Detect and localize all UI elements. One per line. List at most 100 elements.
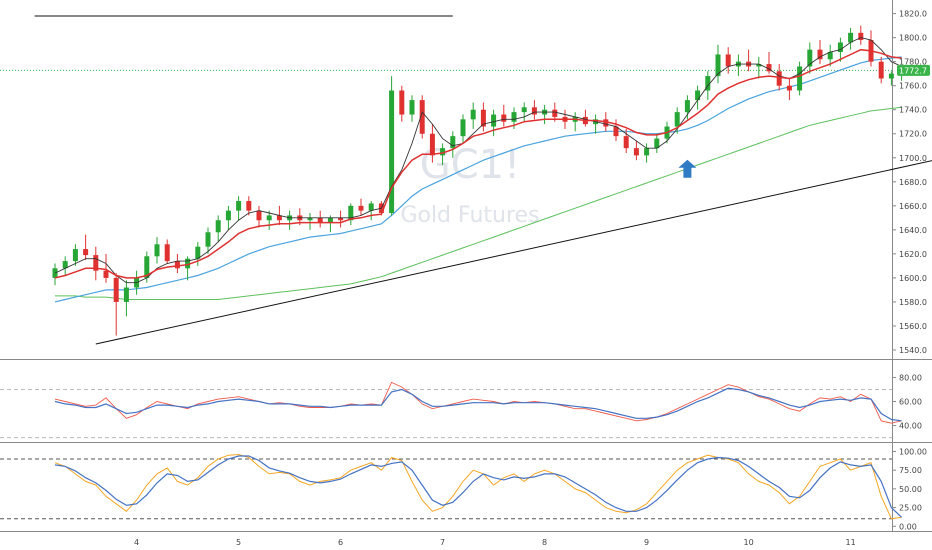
candle-body <box>858 32 864 41</box>
price-panel <box>0 15 932 345</box>
ema-fast-line <box>54 48 902 279</box>
watermark-name: Gold Futures <box>400 203 539 228</box>
candle-body <box>154 244 160 257</box>
arrow-up-icon <box>678 159 697 178</box>
price-tick-label: 1700.0 <box>899 154 927 163</box>
candle-body <box>327 217 333 223</box>
candle-body <box>480 109 486 127</box>
candle-body <box>531 107 537 115</box>
price-tick-label: 1660.0 <box>899 202 927 211</box>
price-tick-label: 1640.0 <box>899 226 927 235</box>
watermark-symbol: GC1! <box>420 142 520 188</box>
candle-body <box>419 100 425 134</box>
price-tick-label: 1800.0 <box>899 34 927 43</box>
stochastic-panel <box>0 453 903 520</box>
candle-body <box>215 220 221 233</box>
candle-body <box>338 217 344 221</box>
candle-body <box>236 201 242 211</box>
candle-body <box>93 255 99 271</box>
candle-body <box>266 215 272 221</box>
candle-body <box>766 64 772 72</box>
trendline <box>95 160 932 345</box>
price-tick-label: 1540.0 <box>899 346 927 355</box>
candle-body <box>552 109 558 117</box>
time-tick-label: 8 <box>542 538 547 547</box>
price-tick-label: 1820.0 <box>899 10 927 19</box>
candle-body <box>205 232 211 247</box>
rsi-average-line <box>54 387 902 422</box>
candle-body <box>348 205 354 221</box>
candle-body <box>460 119 466 137</box>
candle-body <box>317 217 323 223</box>
candle-body <box>644 148 650 156</box>
candle-body <box>113 277 119 302</box>
time-tick-label: 10 <box>744 538 754 547</box>
candle-body <box>429 133 435 156</box>
candle-body <box>195 246 201 259</box>
candle-body <box>358 205 364 211</box>
stoch-tick-label: 50.00 <box>899 485 922 494</box>
time-tick-label: 6 <box>338 538 343 547</box>
candle-body <box>613 126 619 137</box>
candle-body <box>470 109 476 120</box>
price-tick-label: 1580.0 <box>899 298 927 307</box>
time-tick-label: 5 <box>236 538 241 547</box>
axis-labels: 1820.0 1800.0 1780.0 1760.0 1740.0 1720.0 1700… <box>134 10 927 547</box>
candle-body <box>409 100 415 115</box>
time-tick-label: 9 <box>644 538 649 547</box>
candle-body <box>174 261 180 269</box>
candle-body <box>225 210 231 221</box>
ema-mid-line <box>54 56 902 303</box>
grid-layer <box>0 0 932 532</box>
candle-body <box>797 66 803 91</box>
candle-body <box>501 114 507 122</box>
rsi-panel <box>0 381 902 439</box>
time-tick-label: 11 <box>846 538 856 547</box>
candle-body <box>399 90 405 115</box>
price-tag-value: 1772.7 <box>899 66 927 75</box>
candle-body <box>695 90 701 101</box>
candle-body <box>521 107 527 113</box>
candle-body <box>674 112 680 127</box>
candle-body <box>246 201 252 211</box>
stoch-tick-label: 100.00 <box>899 447 927 456</box>
price-tick-label: 1560.0 <box>899 322 927 331</box>
candle-body <box>623 136 629 149</box>
candle-body <box>827 52 833 60</box>
candle-body <box>164 244 170 262</box>
candle-body <box>786 85 792 91</box>
ema-slow-line <box>55 106 902 300</box>
price-tick-label: 1740.0 <box>899 106 927 115</box>
candle-body <box>103 270 109 278</box>
candle-body <box>144 256 150 278</box>
candle-body <box>491 114 497 127</box>
sma-short-line <box>54 37 902 284</box>
rsi-tick-label: 60.00 <box>899 398 922 407</box>
candle-body <box>256 210 262 221</box>
candle-body <box>450 136 456 149</box>
price-tick-label: 1760.0 <box>899 82 927 91</box>
price-tag: 1772.7 <box>897 64 930 76</box>
candle-body <box>705 76 711 91</box>
candle-body <box>307 217 313 221</box>
stoch-tick-label: 25.00 <box>899 504 922 513</box>
candle-body <box>62 261 68 269</box>
candle-body <box>776 71 782 86</box>
candle-body <box>837 42 843 53</box>
candle-body <box>52 268 58 278</box>
rsi-tick-label: 40.00 <box>899 422 922 431</box>
candle-body <box>878 61 884 79</box>
candle-body <box>654 138 660 149</box>
time-tick-label: 7 <box>440 538 445 547</box>
price-tick-label: 1680.0 <box>899 178 927 187</box>
candle-body <box>888 73 894 79</box>
stoch-k-line <box>54 455 903 518</box>
price-tick-label: 1620.0 <box>899 250 927 259</box>
candle-body <box>440 148 446 156</box>
candle-body <box>725 54 731 67</box>
candle-body <box>684 100 690 113</box>
stoch-tick-label: 75.00 <box>899 466 922 475</box>
stoch-d-line <box>54 453 902 520</box>
